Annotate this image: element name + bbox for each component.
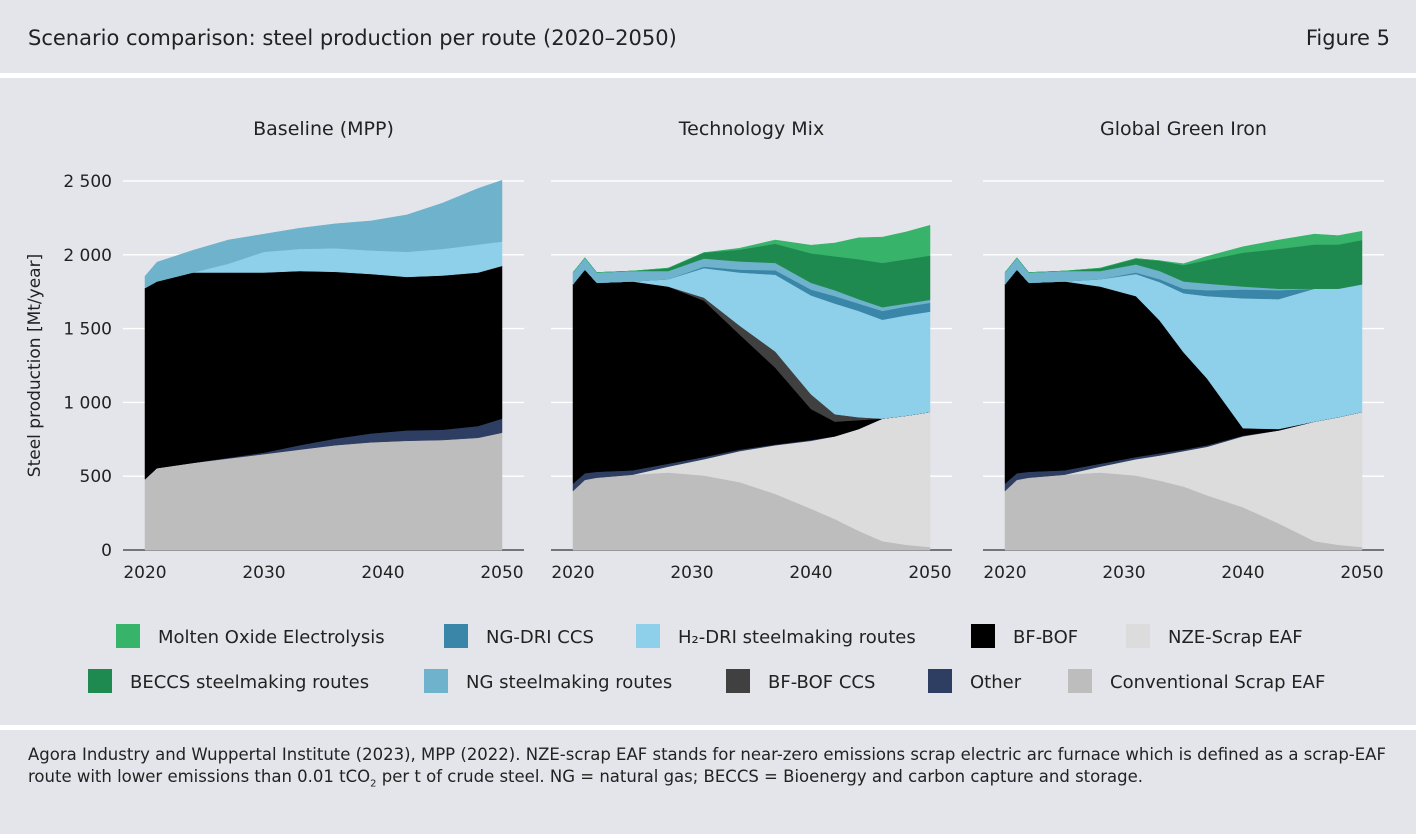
y-tick-label: 1 500 <box>63 320 112 340</box>
x-tick-label: 2040 <box>1221 563 1264 583</box>
y-tick-label: 2 500 <box>63 172 112 192</box>
legend-label-other: Other <box>970 672 1022 693</box>
legend-label-moe: Molten Oxide Electrolysis <box>158 627 385 648</box>
legend-label-ng: NG steelmaking routes <box>466 672 672 693</box>
x-tick-label: 2020 <box>123 563 166 583</box>
x-tick-label: 2020 <box>551 563 594 583</box>
panel-3: Global Green Iron 2020 2030 2040 2050 <box>983 118 1384 583</box>
panel-1: Baseline (MPP) 2020 2030 2040 2050 <box>123 118 524 583</box>
y-tick-label: 0 <box>101 541 112 561</box>
source-note: Agora Industry and Wuppertal Institute (… <box>28 744 1388 795</box>
panel-2: Technology Mix 2020 2030 2040 2050 <box>551 118 952 583</box>
x-tick-label: 2040 <box>789 563 832 583</box>
legend-label-nze_scrap: NZE-Scrap EAF <box>1168 627 1303 648</box>
panel-title: Global Green Iron <box>1100 118 1267 140</box>
footer-divider <box>0 725 1416 730</box>
figure-title: Scenario comparison: steel production pe… <box>28 26 677 50</box>
legend-label-beccs: BECCS steelmaking routes <box>130 672 369 693</box>
y-axis-label: Steel production [Mt/year] <box>25 254 45 477</box>
legend-swatch-ng <box>424 669 448 693</box>
legend-label-bfbof_ccs: BF-BOF CCS <box>768 672 875 693</box>
area-ng <box>144 179 503 289</box>
x-tick-label: 2040 <box>361 563 404 583</box>
y-tick-label: 2 000 <box>63 246 112 266</box>
x-tick-label: 2050 <box>908 563 951 583</box>
chart-area: Steel production [Mt/year] 0 500 1 000 1 500… <box>25 118 1384 693</box>
legend-swatch-bfbof_ccs <box>726 669 750 693</box>
legend-swatch-bfbof <box>971 624 995 648</box>
panel-title: Baseline (MPP) <box>253 118 394 140</box>
x-tick-label: 2020 <box>983 563 1026 583</box>
figure-number: Figure 5 <box>1305 26 1390 50</box>
legend-label-bfbof: BF-BOF <box>1013 627 1078 648</box>
legend-label-conv_scrap: Conventional Scrap EAF <box>1110 672 1325 693</box>
legend-swatch-ngdri_ccs <box>444 624 468 648</box>
y-tick-label: 500 <box>80 467 112 487</box>
x-tick-label: 2030 <box>670 563 713 583</box>
legend-label-h2dri: H₂-DRI steelmaking routes <box>678 627 916 648</box>
y-tick-label: 1 000 <box>63 393 112 413</box>
area-moe <box>572 224 931 273</box>
x-tick-label: 2050 <box>480 563 523 583</box>
source-note-text-2: per t of crude steel. NG = natural gas; … <box>376 767 1144 786</box>
header-divider <box>0 73 1416 78</box>
legend-swatch-moe <box>116 624 140 648</box>
legend-label-ngdri_ccs: NG-DRI CCS <box>486 627 594 648</box>
legend-swatch-h2dri <box>636 624 660 648</box>
panel-title: Technology Mix <box>678 118 824 140</box>
legend-swatch-other <box>928 669 952 693</box>
x-tick-label: 2030 <box>242 563 285 583</box>
source-note-subscript: 2 <box>370 778 377 790</box>
figure-header: Scenario comparison: steel production pe… <box>0 0 1416 74</box>
source-note-text-1: Agora Industry and Wuppertal Institute (… <box>28 745 1386 786</box>
area-moe <box>1004 230 1363 273</box>
legend-swatch-beccs <box>88 669 112 693</box>
x-tick-label: 2050 <box>1340 563 1383 583</box>
legend-swatch-conv_scrap <box>1068 669 1092 693</box>
x-tick-label: 2030 <box>1102 563 1145 583</box>
legend-swatch-nze_scrap <box>1126 624 1150 648</box>
